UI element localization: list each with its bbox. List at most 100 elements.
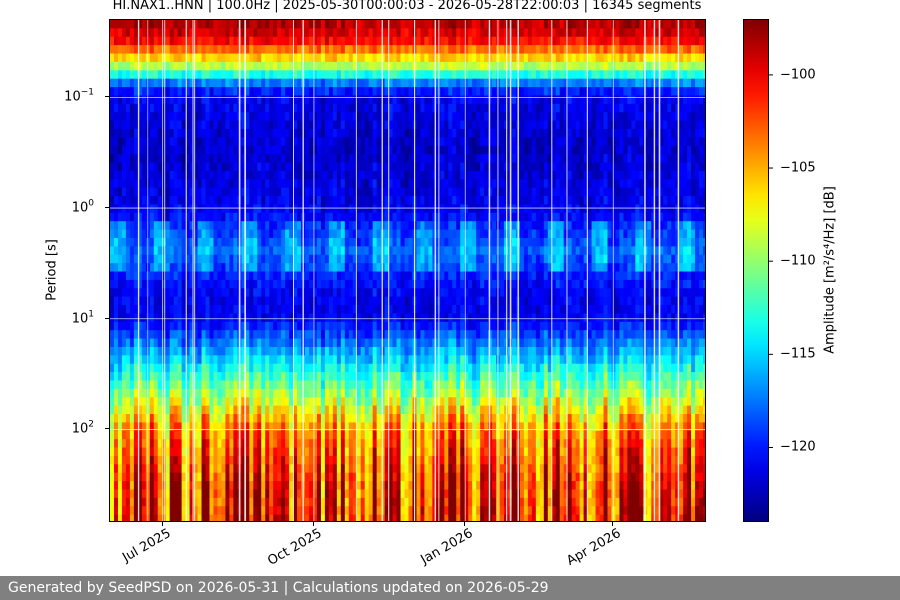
heatmap-cell (189, 397, 195, 407)
heatmap-cell (344, 61, 350, 71)
heatmap-cell (201, 447, 207, 457)
heatmap-cell (400, 497, 406, 507)
heatmap-cell (281, 422, 286, 432)
heatmap-cell (324, 28, 330, 38)
heatmap-cell (113, 506, 119, 516)
heatmap-cell (388, 53, 394, 63)
heatmap-cell (257, 196, 262, 206)
heatmap-cell (368, 388, 374, 398)
heatmap-cell (221, 170, 227, 180)
heatmap-cell (376, 472, 382, 482)
heatmap-cell (129, 321, 135, 331)
heatmap-cell (352, 221, 358, 231)
heatmap-cell (133, 472, 139, 482)
heatmap-cell (149, 296, 155, 306)
heatmap-cell (332, 338, 338, 348)
heatmap-cell (297, 405, 302, 415)
heatmap-cell (364, 263, 370, 273)
heatmap-cell (137, 87, 143, 97)
heatmap-cell (400, 355, 406, 365)
heatmap-cell (384, 380, 390, 390)
heatmap-cell (229, 279, 234, 289)
heatmap-cell (177, 78, 183, 88)
heatmap-cell (121, 128, 127, 138)
heatmap-cell (217, 330, 223, 340)
heatmap-cell (165, 380, 171, 390)
heatmap-cell (305, 137, 310, 147)
heatmap-cell (157, 497, 163, 507)
heatmap-cell (428, 472, 433, 482)
heatmap-cell (265, 388, 270, 398)
heatmap-cell (213, 229, 219, 239)
heatmap-cell (233, 45, 238, 55)
heatmap-cell (233, 439, 238, 449)
heatmap-cell (309, 288, 314, 298)
heatmap-cell (213, 313, 219, 323)
heatmap-cell (368, 455, 374, 465)
heatmap-cell (305, 61, 310, 71)
heatmap-cell (141, 321, 147, 331)
heatmap-cell (253, 397, 258, 407)
heatmap-cell (229, 422, 234, 432)
heatmap-cell (169, 103, 175, 113)
heatmap-cell (428, 497, 433, 507)
heatmap-cell (157, 221, 163, 231)
heatmap-cell (149, 447, 155, 457)
heatmap-cell (117, 53, 123, 63)
heatmap-cell (384, 128, 390, 138)
heatmap-cell (384, 397, 390, 407)
heatmap-cell (293, 154, 298, 164)
heatmap-cell (400, 481, 406, 491)
heatmap-cell (328, 128, 334, 138)
heatmap-cell (400, 514, 406, 521)
heatmap-cell (189, 179, 195, 189)
heatmap-cell (217, 154, 223, 164)
heatmap-cell (193, 405, 199, 415)
heatmap-cell (336, 112, 342, 122)
heatmap-cell (364, 497, 370, 507)
heatmap-cell (125, 45, 131, 55)
heatmap-cell (157, 36, 163, 46)
heatmap-cell (169, 472, 175, 482)
heatmap-cell (392, 422, 398, 432)
heatmap-cell (205, 506, 211, 516)
heatmap-cell (161, 103, 167, 113)
heatmap-cell (404, 489, 410, 499)
heatmap-cell (265, 338, 270, 348)
heatmap-cell (229, 212, 234, 222)
heatmap-cell (177, 229, 183, 239)
heatmap-cell (348, 380, 354, 390)
heatmap-cell (249, 196, 254, 206)
heatmap-cell (197, 321, 203, 331)
heatmap-cell (149, 103, 155, 113)
heatmap-cell (320, 397, 326, 407)
heatmap-cell (173, 112, 179, 122)
heatmap-cell (320, 128, 326, 138)
heatmap-cell (253, 45, 258, 55)
heatmap-cell (392, 87, 398, 97)
heatmap-cell (213, 179, 219, 189)
heatmap-cell (153, 288, 159, 298)
heatmap-cell (408, 53, 414, 63)
heatmap-cell (376, 321, 382, 331)
heatmap-cell (332, 87, 338, 97)
heatmap-cell (316, 338, 322, 348)
heatmap-cell (364, 514, 370, 521)
heatmap-cell (376, 447, 382, 457)
heatmap-cell (249, 154, 254, 164)
heatmap-cell (265, 145, 270, 155)
heatmap-cell (269, 422, 274, 432)
heatmap-cell (297, 28, 302, 38)
heatmap-cell (356, 20, 362, 29)
heatmap-cell (376, 313, 382, 323)
heatmap-cell (309, 170, 314, 180)
heatmap-cell (149, 489, 155, 499)
heatmap-cell (125, 212, 131, 222)
heatmap-cell (324, 154, 330, 164)
heatmap-cell (309, 388, 314, 398)
heatmap-cell (428, 279, 433, 289)
heatmap-cell (245, 363, 250, 373)
heatmap-cell (197, 472, 203, 482)
heatmap-cell (380, 179, 386, 189)
heatmap-cell (428, 321, 433, 331)
